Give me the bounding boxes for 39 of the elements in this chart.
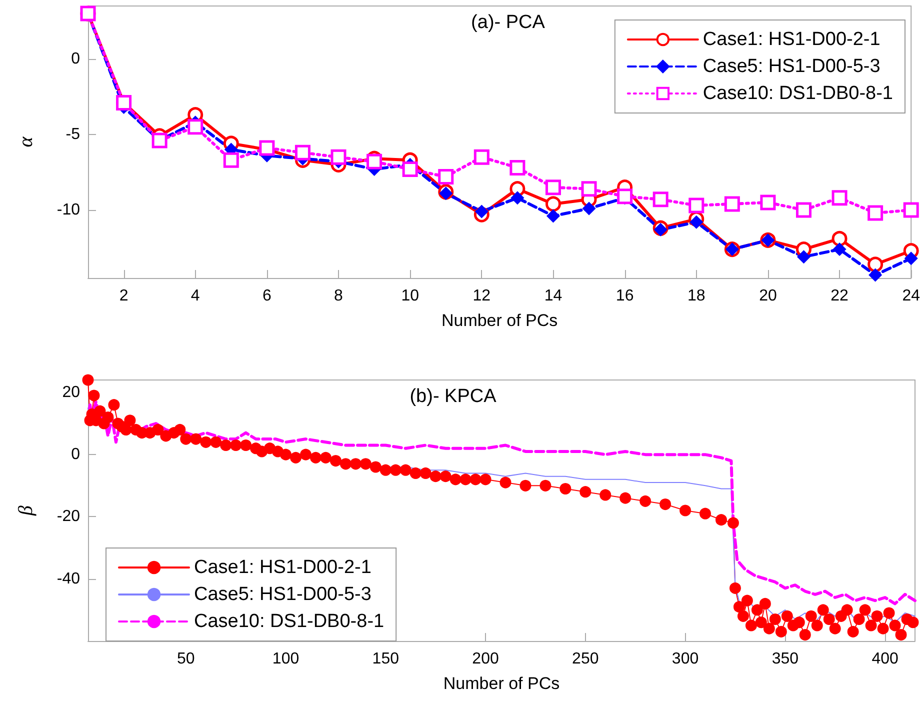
y-tick-label: -10 bbox=[56, 202, 80, 218]
chart-title: (b)- KPCA bbox=[410, 386, 497, 407]
x-tick-label: 150 bbox=[372, 650, 400, 668]
y-axis-title: α bbox=[15, 136, 37, 148]
legend-label: Case10: DS1-DB0-8-1 bbox=[702, 83, 894, 104]
x-tick-label: 18 bbox=[687, 288, 706, 304]
y-tick-label: -5 bbox=[66, 126, 80, 143]
x-tick-label: 300 bbox=[672, 650, 699, 668]
x-tick-label: 4 bbox=[190, 288, 200, 304]
x-tick-label: 6 bbox=[262, 288, 272, 304]
x-tick-label: 10 bbox=[401, 288, 420, 304]
legend-label: Case1: HS1-D00-2-1 bbox=[194, 557, 372, 578]
legend-label: Case1: HS1-D00-2-1 bbox=[702, 29, 880, 50]
legend-label: Case5: HS1-D00-5-3 bbox=[702, 56, 880, 77]
chart-title: (a)- PCA bbox=[471, 12, 546, 33]
x-tick-label: 400 bbox=[872, 650, 898, 668]
y-tick-label: 0 bbox=[71, 50, 80, 68]
legend-label: Case5: HS1-D00-5-3 bbox=[194, 584, 372, 605]
x-tick-label: 2 bbox=[119, 288, 128, 304]
x-tick-label: 20 bbox=[759, 288, 777, 304]
x-tick-label: 350 bbox=[772, 650, 799, 668]
y-axis-title: β bbox=[15, 505, 37, 516]
x-axis-title: Number of PCs bbox=[441, 311, 558, 330]
x-tick-label: 16 bbox=[616, 288, 634, 304]
x-axis-title: Number of PCs bbox=[443, 674, 560, 693]
x-tick-label: 14 bbox=[544, 288, 562, 304]
y-tick-label: -20 bbox=[56, 508, 80, 526]
x-tick-label: 250 bbox=[572, 650, 599, 668]
x-tick-label: 12 bbox=[472, 288, 491, 304]
legend-label: Case10: DS1-DB0-8-1 bbox=[194, 611, 384, 632]
x-tick-label: 50 bbox=[176, 650, 195, 668]
x-tick-label: 8 bbox=[334, 288, 344, 304]
y-tick-label: -40 bbox=[56, 570, 80, 588]
x-tick-label: 200 bbox=[472, 650, 499, 668]
y-tick-label: 20 bbox=[62, 384, 80, 401]
y-tick-label: 0 bbox=[71, 446, 80, 464]
x-tick-label: 100 bbox=[272, 650, 300, 668]
x-tick-label: 22 bbox=[830, 288, 849, 304]
x-tick-label: 24 bbox=[902, 288, 920, 304]
